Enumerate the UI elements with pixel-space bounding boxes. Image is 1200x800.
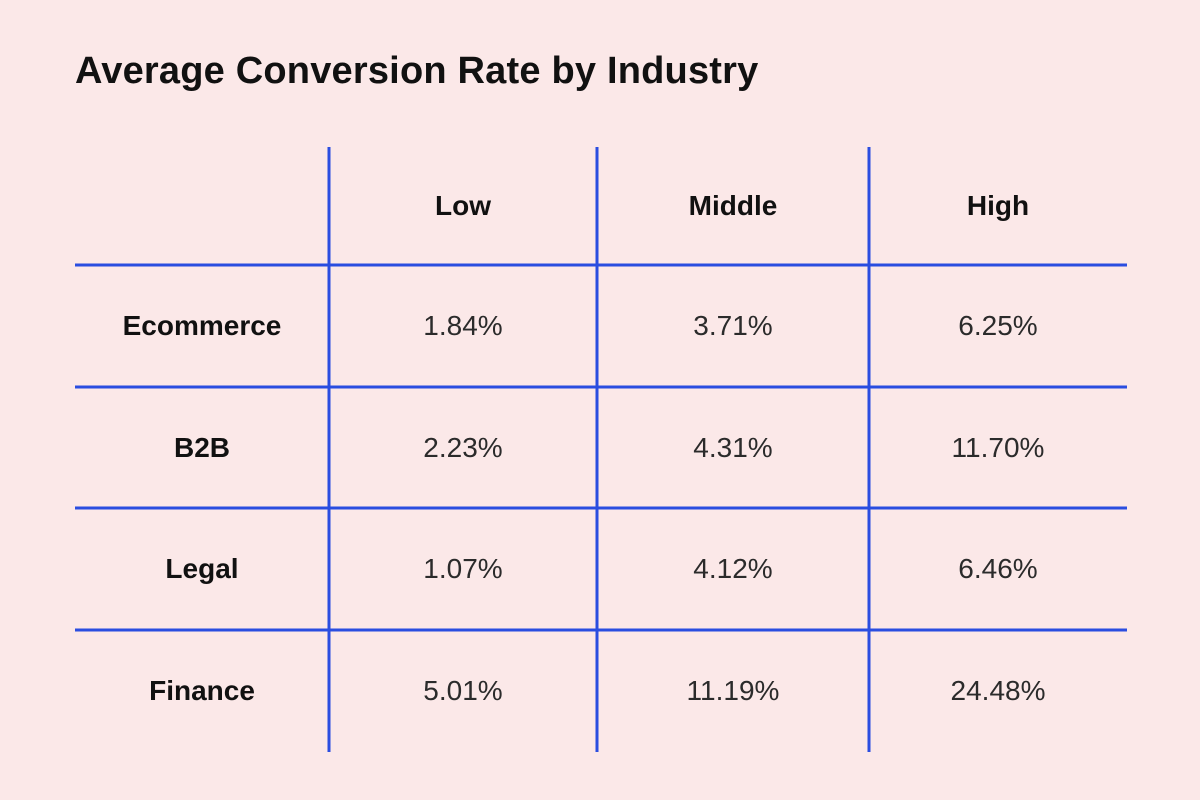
table-cell: 5.01% bbox=[423, 675, 503, 706]
chart-title: Average Conversion Rate by Industry bbox=[75, 50, 759, 92]
table-cell: 3.71% bbox=[693, 310, 773, 341]
column-header-high: High bbox=[966, 190, 1030, 221]
row-label-legal: Legal bbox=[165, 553, 239, 584]
table-cell: 4.12% bbox=[693, 553, 773, 584]
table-cell: 11.19% bbox=[686, 675, 780, 706]
table-cell: 2.23% bbox=[423, 431, 503, 463]
column-header-middle: Middle bbox=[688, 190, 778, 221]
row-label-b2b: B2B bbox=[173, 431, 230, 463]
table-cell: 11.70% bbox=[951, 431, 1045, 463]
row-label-finance: Finance bbox=[149, 675, 255, 706]
table-cell: 6.25% bbox=[958, 310, 1038, 341]
table-cell: 24.48% bbox=[950, 675, 1046, 706]
table-cell: 6.46% bbox=[958, 553, 1038, 584]
table-cell: 1.84% bbox=[423, 310, 503, 341]
table-cell: 4.31% bbox=[693, 431, 773, 463]
table-cell: 1.07% bbox=[423, 553, 503, 584]
column-header-low: Low bbox=[435, 190, 491, 221]
row-label-ecommerce: Ecommerce bbox=[122, 310, 282, 341]
